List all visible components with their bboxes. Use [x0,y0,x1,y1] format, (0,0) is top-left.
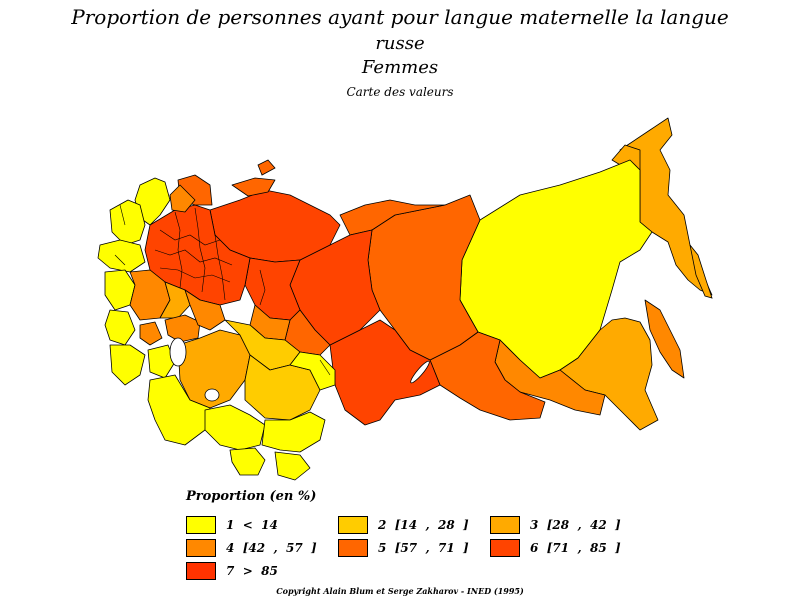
legend-swatch-2 [338,516,368,534]
legend-item-6: 6 [71 , 85 ] [490,538,621,558]
legend-swatch-5 [338,539,368,557]
legend-label-1: 1 < 14 [226,518,278,532]
legend-item-5: 5 [57 , 71 ] [338,538,469,558]
legend-label-4: 4 [42 , 57 ] [226,541,317,555]
legend-item-1: 1 < 14 [186,515,278,535]
map-title-line-1: Proportion de personnes ayant pour langu… [71,5,729,29]
map-subtitle: Femmes [361,57,439,78]
region-crimea [139,321,163,346]
map-title-line-2: russe [375,33,425,54]
region-primorye [644,299,685,379]
legend-label-6: 6 [71 , 85 ] [530,541,621,555]
legend-swatch-4 [186,539,216,557]
region-belarus [97,239,146,273]
region-kazakhstan-central [244,354,321,421]
legend-item-3: 3 [28 , 42 ] [490,515,621,535]
sakhalin [689,244,713,299]
legend-item-7: 7 > 85 [186,561,278,581]
region-uzbekistan [204,404,266,451]
region-caucasus [109,344,146,386]
region-kazakhstan-east [289,351,336,391]
region-tajikistan [229,447,266,476]
region-nenets [231,177,276,197]
region-chita [429,331,546,421]
region-volga [184,289,226,331]
copyright-notice: Copyright Alain Blum et Serge Zakharov -… [276,586,524,596]
aral-sea [204,388,220,402]
region-moldova [104,309,136,346]
legend-swatch-7 [186,562,216,580]
legend-item-4: 4 [42 , 57 ] [186,538,317,558]
region-baltic-mid [109,199,146,246]
legend-label-2: 2 [14 , 28 ] [378,518,469,532]
region-borders [114,204,331,376]
legend-swatch-6 [490,539,520,557]
lake-baikal [410,360,430,384]
legend-label-7: 7 > 85 [226,564,278,578]
caspian-sea [169,337,187,367]
legend-swatch-3 [490,516,520,534]
legend-title: Proportion (en %) [186,489,317,504]
legend-label-3: 3 [28 , 42 ] [530,518,621,532]
region-transcaucasia [147,344,176,379]
region-caucasus-north [164,314,201,343]
region-kyrgyzstan [261,411,326,453]
region-khabarovsk [559,317,659,431]
region-central-asia-south [274,451,311,481]
region-turkmenistan [147,374,211,446]
legend-swatch-1 [186,516,216,534]
legend-label-5: 5 [57 , 71 ] [378,541,469,555]
region-kola [169,184,196,213]
novaya-zemlya [257,159,276,176]
map-subtitle-2: Carte des valeurs [346,85,454,99]
region-irkutsk [329,319,441,426]
legend-item-2: 2 [14 , 28 ] [338,515,469,535]
